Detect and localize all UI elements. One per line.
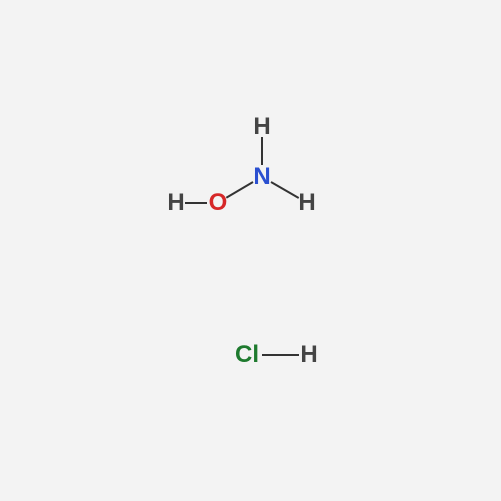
atom-N: N bbox=[253, 165, 270, 189]
atom-H_Cl: H bbox=[300, 343, 317, 367]
bond-Cl-H_Cl bbox=[262, 354, 299, 356]
atom-H_N_side: H bbox=[298, 191, 315, 215]
atom-H_N_top: H bbox=[253, 115, 270, 139]
atom-Cl: Cl bbox=[235, 343, 259, 367]
bond-O-H_O bbox=[185, 202, 207, 204]
bond-N-O bbox=[226, 181, 254, 199]
molecule-diagram: N O H H H Cl H bbox=[0, 0, 501, 501]
bond-N-H_N_side bbox=[270, 181, 299, 199]
atom-O: O bbox=[209, 191, 228, 215]
bond-N-H_N_top bbox=[261, 137, 263, 165]
atom-H_O: H bbox=[167, 191, 184, 215]
